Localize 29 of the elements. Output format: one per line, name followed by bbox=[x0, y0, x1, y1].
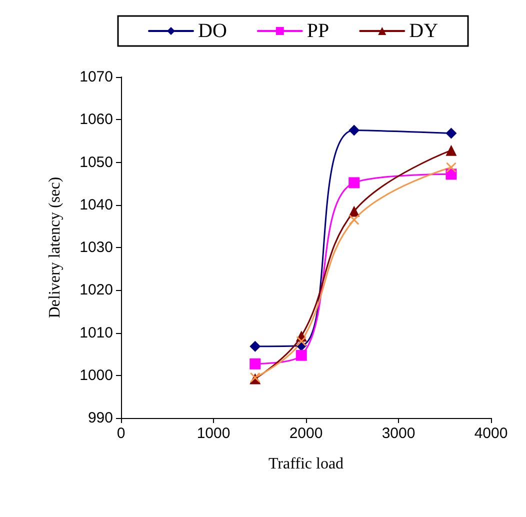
y-tick-label: 1050 bbox=[80, 154, 113, 171]
y-tick-label: 1060 bbox=[80, 111, 113, 128]
point bbox=[250, 340, 261, 352]
y-axis-title: Delivery latency (sec) bbox=[46, 176, 64, 318]
x-tick-label: 3000 bbox=[382, 425, 416, 442]
point bbox=[348, 124, 360, 136]
x-tick-label: 1000 bbox=[196, 425, 230, 442]
point bbox=[296, 350, 307, 361]
point bbox=[446, 162, 456, 173]
point bbox=[348, 214, 360, 226]
point bbox=[446, 128, 457, 139]
point bbox=[348, 177, 360, 188]
y-tick-label: 1070 bbox=[80, 68, 113, 86]
point bbox=[250, 358, 261, 370]
x-tick-label: 4000 bbox=[474, 425, 508, 442]
x-tick-label: 2000 bbox=[289, 425, 323, 442]
x-tick-label: 0 bbox=[116, 425, 126, 442]
y-tick-label: 1010 bbox=[80, 324, 113, 342]
y-tick-label: 990 bbox=[88, 410, 113, 426]
x-axis-title: Traffic load bbox=[268, 456, 344, 472]
legend-label: PP bbox=[306, 20, 330, 42]
y-tick-label: 1040 bbox=[80, 196, 113, 214]
legend-label: DY bbox=[409, 20, 438, 42]
legend-label: DO bbox=[198, 20, 227, 42]
point bbox=[296, 336, 307, 347]
point bbox=[446, 144, 457, 156]
y-tick-label: 1030 bbox=[80, 239, 113, 256]
y-tick-label: 1000 bbox=[80, 366, 113, 384]
y-tick-label: 1020 bbox=[80, 282, 113, 299]
